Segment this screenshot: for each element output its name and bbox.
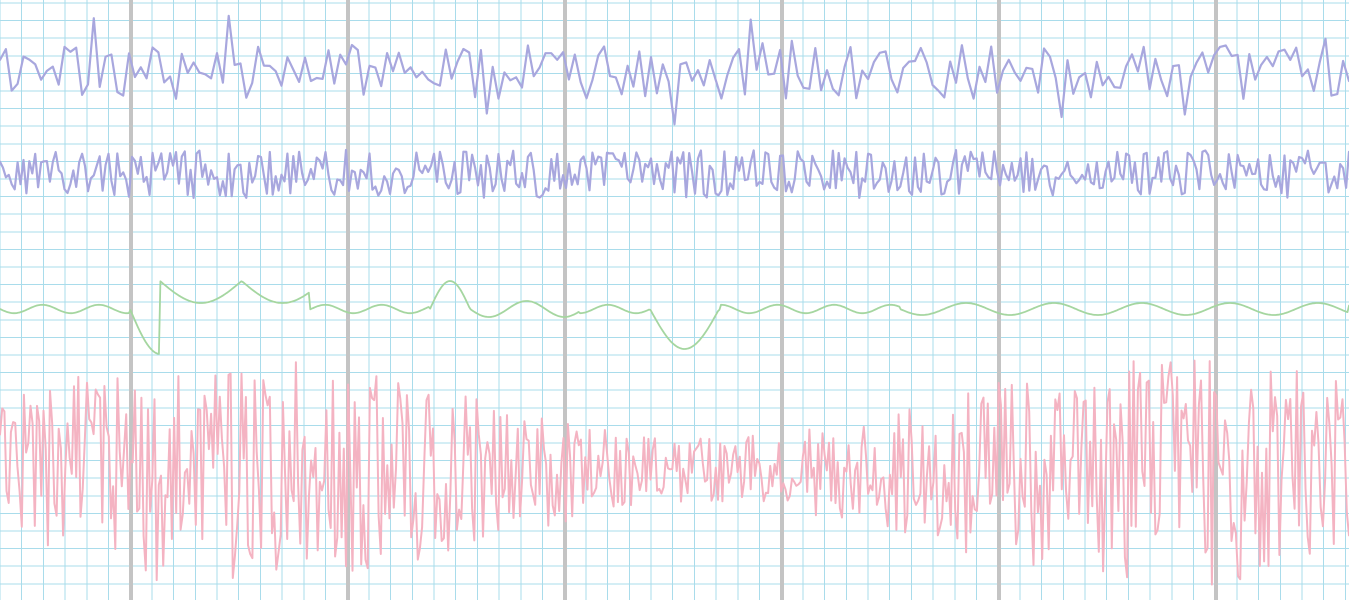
channel-2-trace — [0, 148, 1349, 199]
channel-3-trace — [0, 280, 1349, 355]
channel-4-trace — [0, 359, 1349, 586]
channel-1-trace — [0, 14, 1349, 126]
signal-traces — [0, 14, 1349, 586]
